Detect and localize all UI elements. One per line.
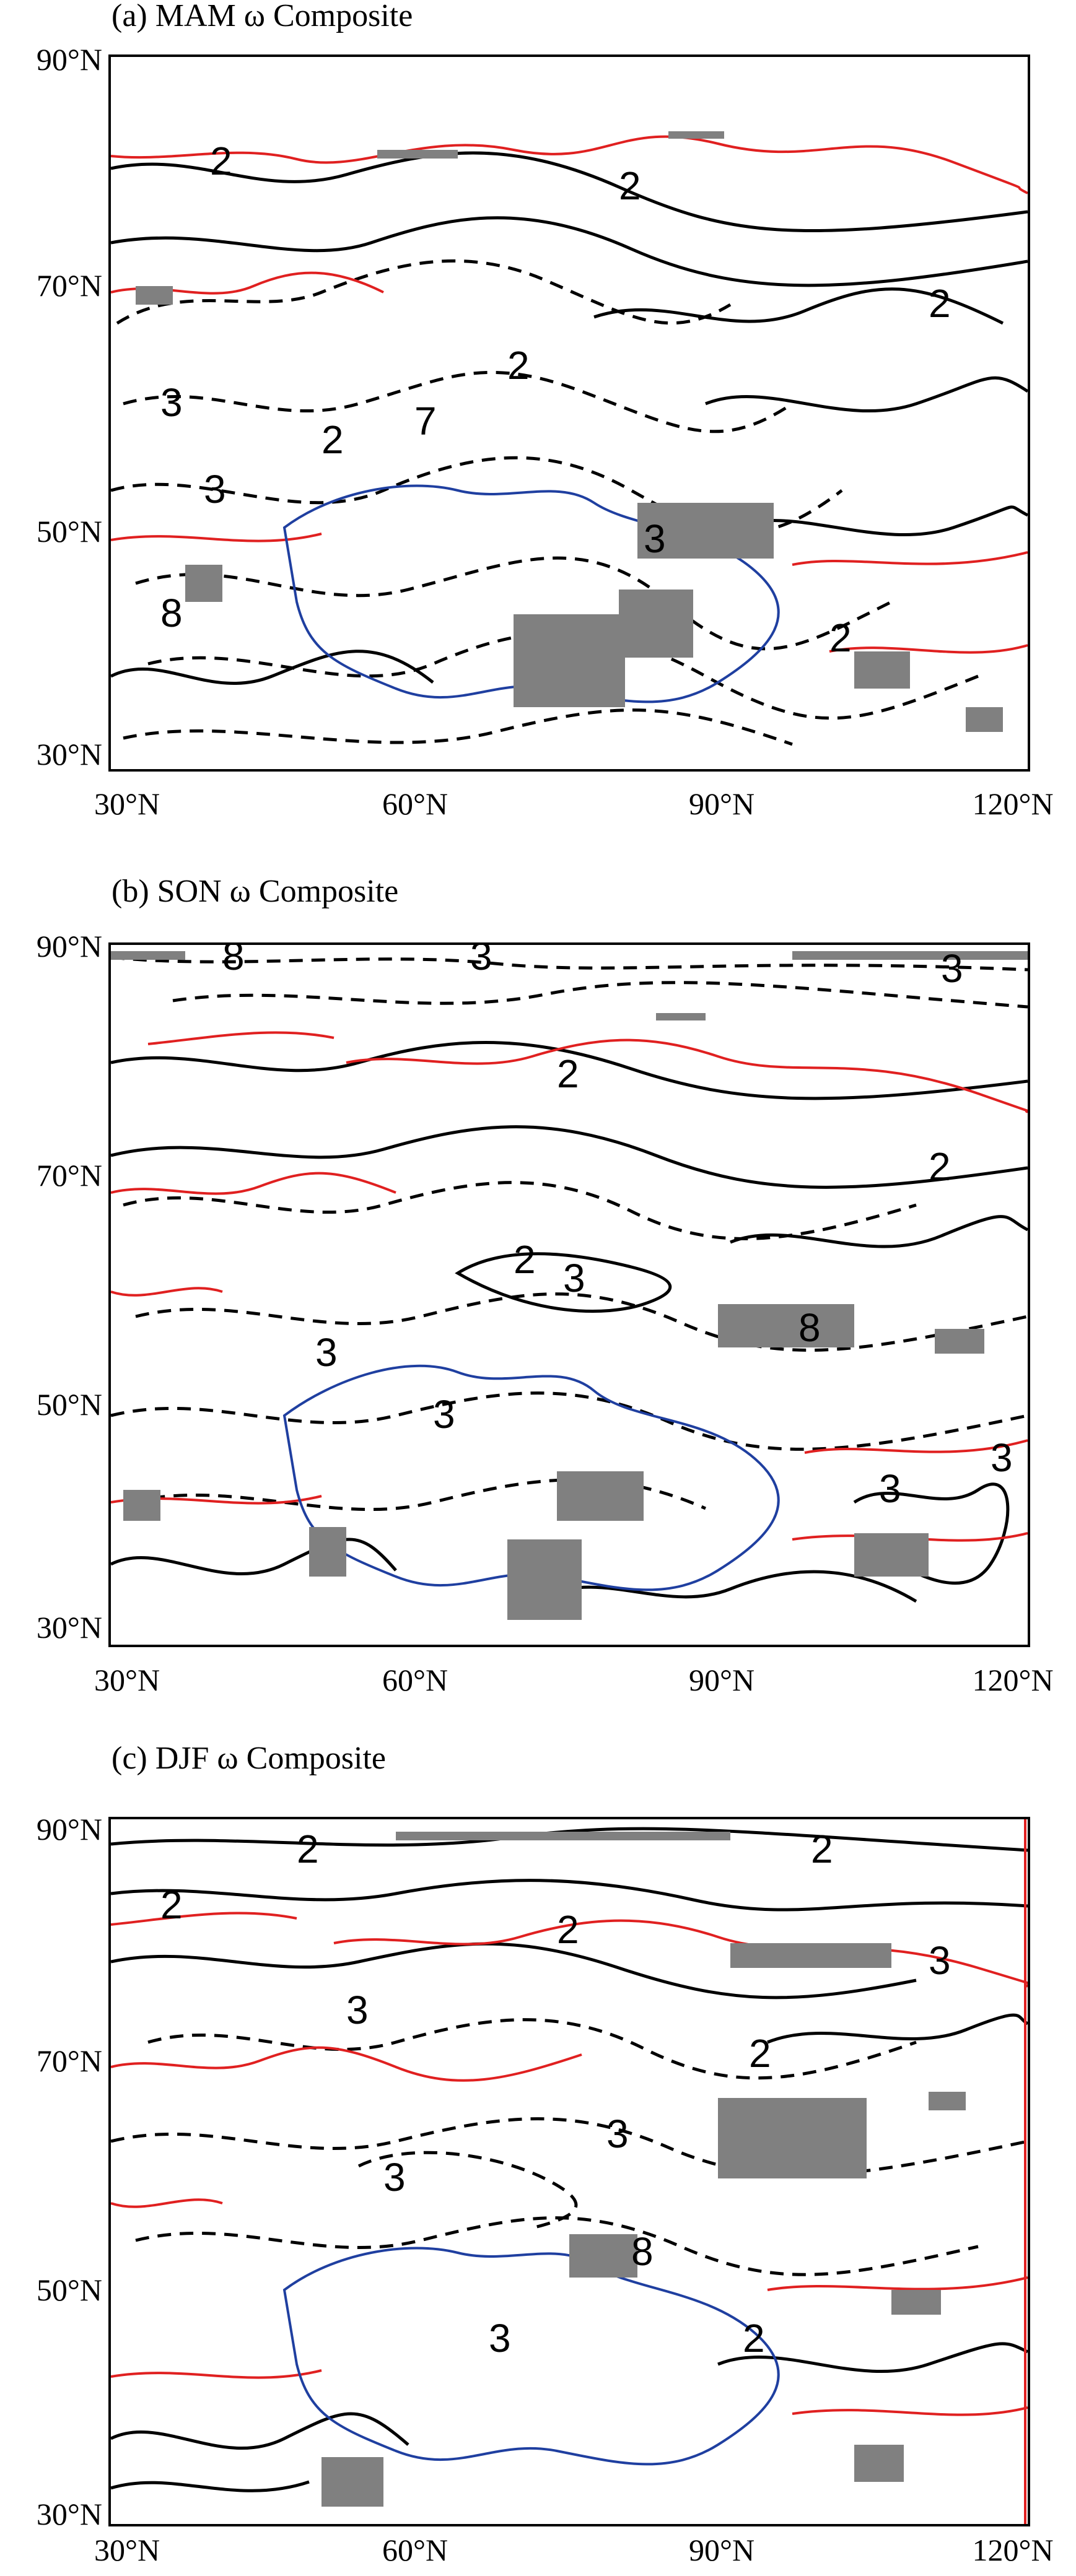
map-frame: 8 3 3 2 2 2 3 3 3 8 3 3 (108, 942, 1030, 1647)
contour-label: 2 (619, 163, 641, 208)
x-tick-label: 120°N (972, 1663, 1054, 1697)
x-tick-label: 120°N (972, 2533, 1054, 2567)
contour-label: 3 (489, 2316, 511, 2361)
y-tick-label: 90°N (36, 42, 102, 77)
x-tick-label: 60°N (382, 2533, 448, 2567)
contour-label: 8 (222, 945, 245, 978)
x-tick-label: 90°N (688, 1663, 755, 1697)
contour-label: 3 (204, 467, 226, 511)
x-tick-label: 90°N (688, 2533, 755, 2567)
contour-label: 2 (557, 1051, 579, 1096)
contour-label: 2 (557, 1907, 579, 1952)
y-tick-label: 70°N (36, 268, 102, 303)
y-tick-label: 30°N (36, 1610, 102, 1645)
contour-label: 3 (644, 516, 666, 561)
panel-b: (b) SON ω Composite 90°N 70°N 50°N 30°N (0, 867, 1076, 1721)
contour-label: 3 (941, 946, 963, 991)
contour-label: 2 (929, 281, 951, 326)
contour-label: 2 (829, 616, 852, 660)
contour-label: 3 (315, 1330, 338, 1375)
contour-label: 3 (879, 1466, 901, 1511)
contour-label: 3 (563, 1256, 585, 1300)
panel-title: (b) SON ω Composite (112, 874, 399, 909)
y-tick-label: 70°N (36, 1158, 102, 1193)
contour-label: 2 (321, 417, 344, 462)
y-tick-label: 30°N (36, 2497, 102, 2531)
contour-label: 8 (631, 2229, 654, 2274)
x-tick-label: 120°N (972, 786, 1054, 821)
contour-label: 8 (798, 1305, 821, 1350)
map-frame: 2 2 2 2 3 3 2 3 3 3 8 2 (108, 1817, 1030, 2526)
panel-c: (c) DJF ω Composite 90°N 70°N 50°N 30°N (0, 1734, 1076, 2576)
panel-title: (c) DJF ω Composite (112, 1741, 386, 1776)
contour-label: 2 (811, 1827, 833, 1871)
contour-label: 2 (210, 139, 232, 183)
contour-label: 2 (507, 343, 530, 388)
y-tick-label: 30°N (36, 737, 102, 772)
contour-label: 3 (346, 1988, 369, 2032)
contour-label: 2 (749, 2031, 771, 2076)
map-canvas: 8 3 3 2 2 2 3 3 3 8 3 3 (111, 945, 1028, 1620)
x-tick-label: 90°N (688, 786, 755, 821)
contour-label: 2 (743, 2316, 765, 2361)
map-canvas: 2 2 2 2 3 3 2 3 3 3 8 2 (111, 1819, 1028, 2524)
y-tick-label: 90°N (36, 1812, 102, 1847)
y-tick-label: 90°N (36, 929, 102, 964)
x-tick-label: 30°N (94, 786, 160, 821)
contour-label: 3 (470, 945, 492, 978)
y-tick-label: 70°N (36, 2043, 102, 2078)
panel-title: (a) MAM ω Composite (112, 0, 413, 33)
y-tick-label: 50°N (36, 514, 102, 549)
contour-label: 2 (929, 1144, 951, 1189)
map-canvas: 2 2 2 2 3 2 7 3 3 8 2 (111, 131, 1028, 746)
contour-label: 2 (297, 1827, 319, 1871)
x-tick-label: 30°N (94, 1663, 160, 1697)
contour-label: 7 (414, 399, 437, 443)
map-frame: 2 2 2 2 3 2 7 3 3 8 2 (108, 54, 1030, 772)
y-tick-label: 50°N (36, 2273, 102, 2307)
contour-label: 3 (433, 1392, 455, 1437)
contour-label: 8 (160, 591, 183, 635)
panel-a: (a) MAM ω Composite 90°N 70°N 50°N 30°N (0, 0, 1076, 855)
contour-label: 3 (160, 380, 183, 425)
y-tick-label: 50°N (36, 1387, 102, 1422)
contour-label: 3 (929, 1938, 951, 1983)
contour-label: 3 (606, 2112, 629, 2156)
x-tick-label: 60°N (382, 786, 448, 821)
x-tick-label: 60°N (382, 1663, 448, 1697)
contour-label: 2 (514, 1237, 536, 1282)
contour-label: 3 (383, 2155, 406, 2200)
x-tick-label: 30°N (94, 2533, 160, 2567)
contour-label: 2 (160, 1882, 183, 1927)
contour-label: 3 (991, 1435, 1013, 1480)
